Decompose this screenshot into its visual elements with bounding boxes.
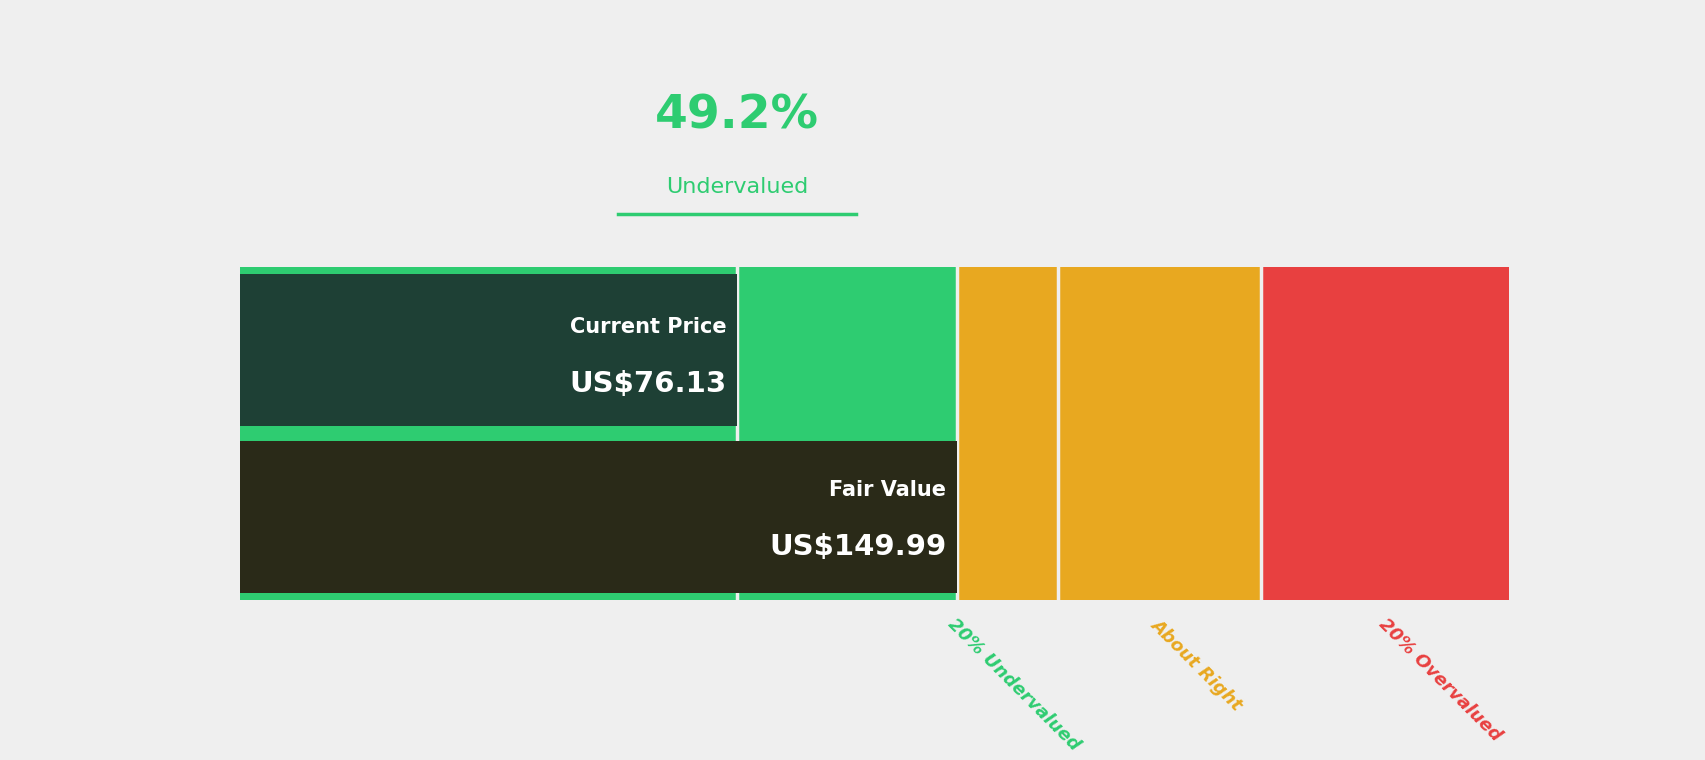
Bar <box>239 267 737 600</box>
Bar <box>957 267 1057 600</box>
Bar <box>239 274 737 426</box>
Text: 49.2%: 49.2% <box>655 93 818 138</box>
Text: Undervalued: Undervalued <box>665 176 808 197</box>
Bar <box>1260 267 1509 600</box>
Text: About Right: About Right <box>1146 615 1245 714</box>
Bar <box>239 441 957 593</box>
Text: US$76.13: US$76.13 <box>569 369 726 397</box>
Text: US$149.99: US$149.99 <box>769 534 946 562</box>
Bar <box>737 267 957 600</box>
Text: Current Price: Current Price <box>569 318 726 337</box>
Bar <box>1057 267 1260 600</box>
Text: 20% Undervalued: 20% Undervalued <box>943 615 1083 754</box>
Text: 20% Overvalued: 20% Overvalued <box>1374 615 1504 745</box>
Text: Fair Value: Fair Value <box>829 480 946 499</box>
